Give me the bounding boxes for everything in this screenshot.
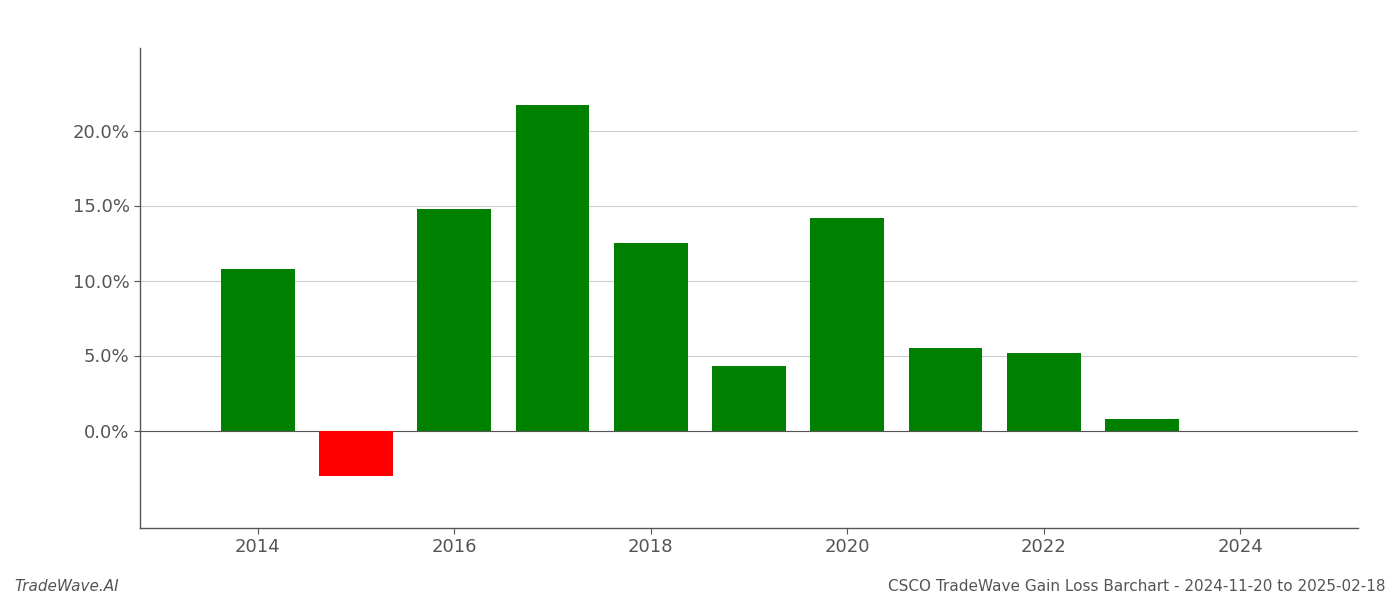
Bar — [615, 243, 687, 431]
Bar — [811, 217, 883, 431]
Bar — [1105, 419, 1179, 431]
Text: TradeWave.AI: TradeWave.AI — [14, 579, 119, 594]
Bar — [909, 348, 983, 431]
Bar — [515, 105, 589, 431]
Bar — [713, 366, 785, 431]
Bar — [1007, 352, 1081, 431]
Text: CSCO TradeWave Gain Loss Barchart - 2024-11-20 to 2025-02-18: CSCO TradeWave Gain Loss Barchart - 2024… — [889, 579, 1386, 594]
Bar — [319, 431, 393, 475]
Bar — [221, 269, 295, 431]
Bar — [417, 208, 491, 431]
